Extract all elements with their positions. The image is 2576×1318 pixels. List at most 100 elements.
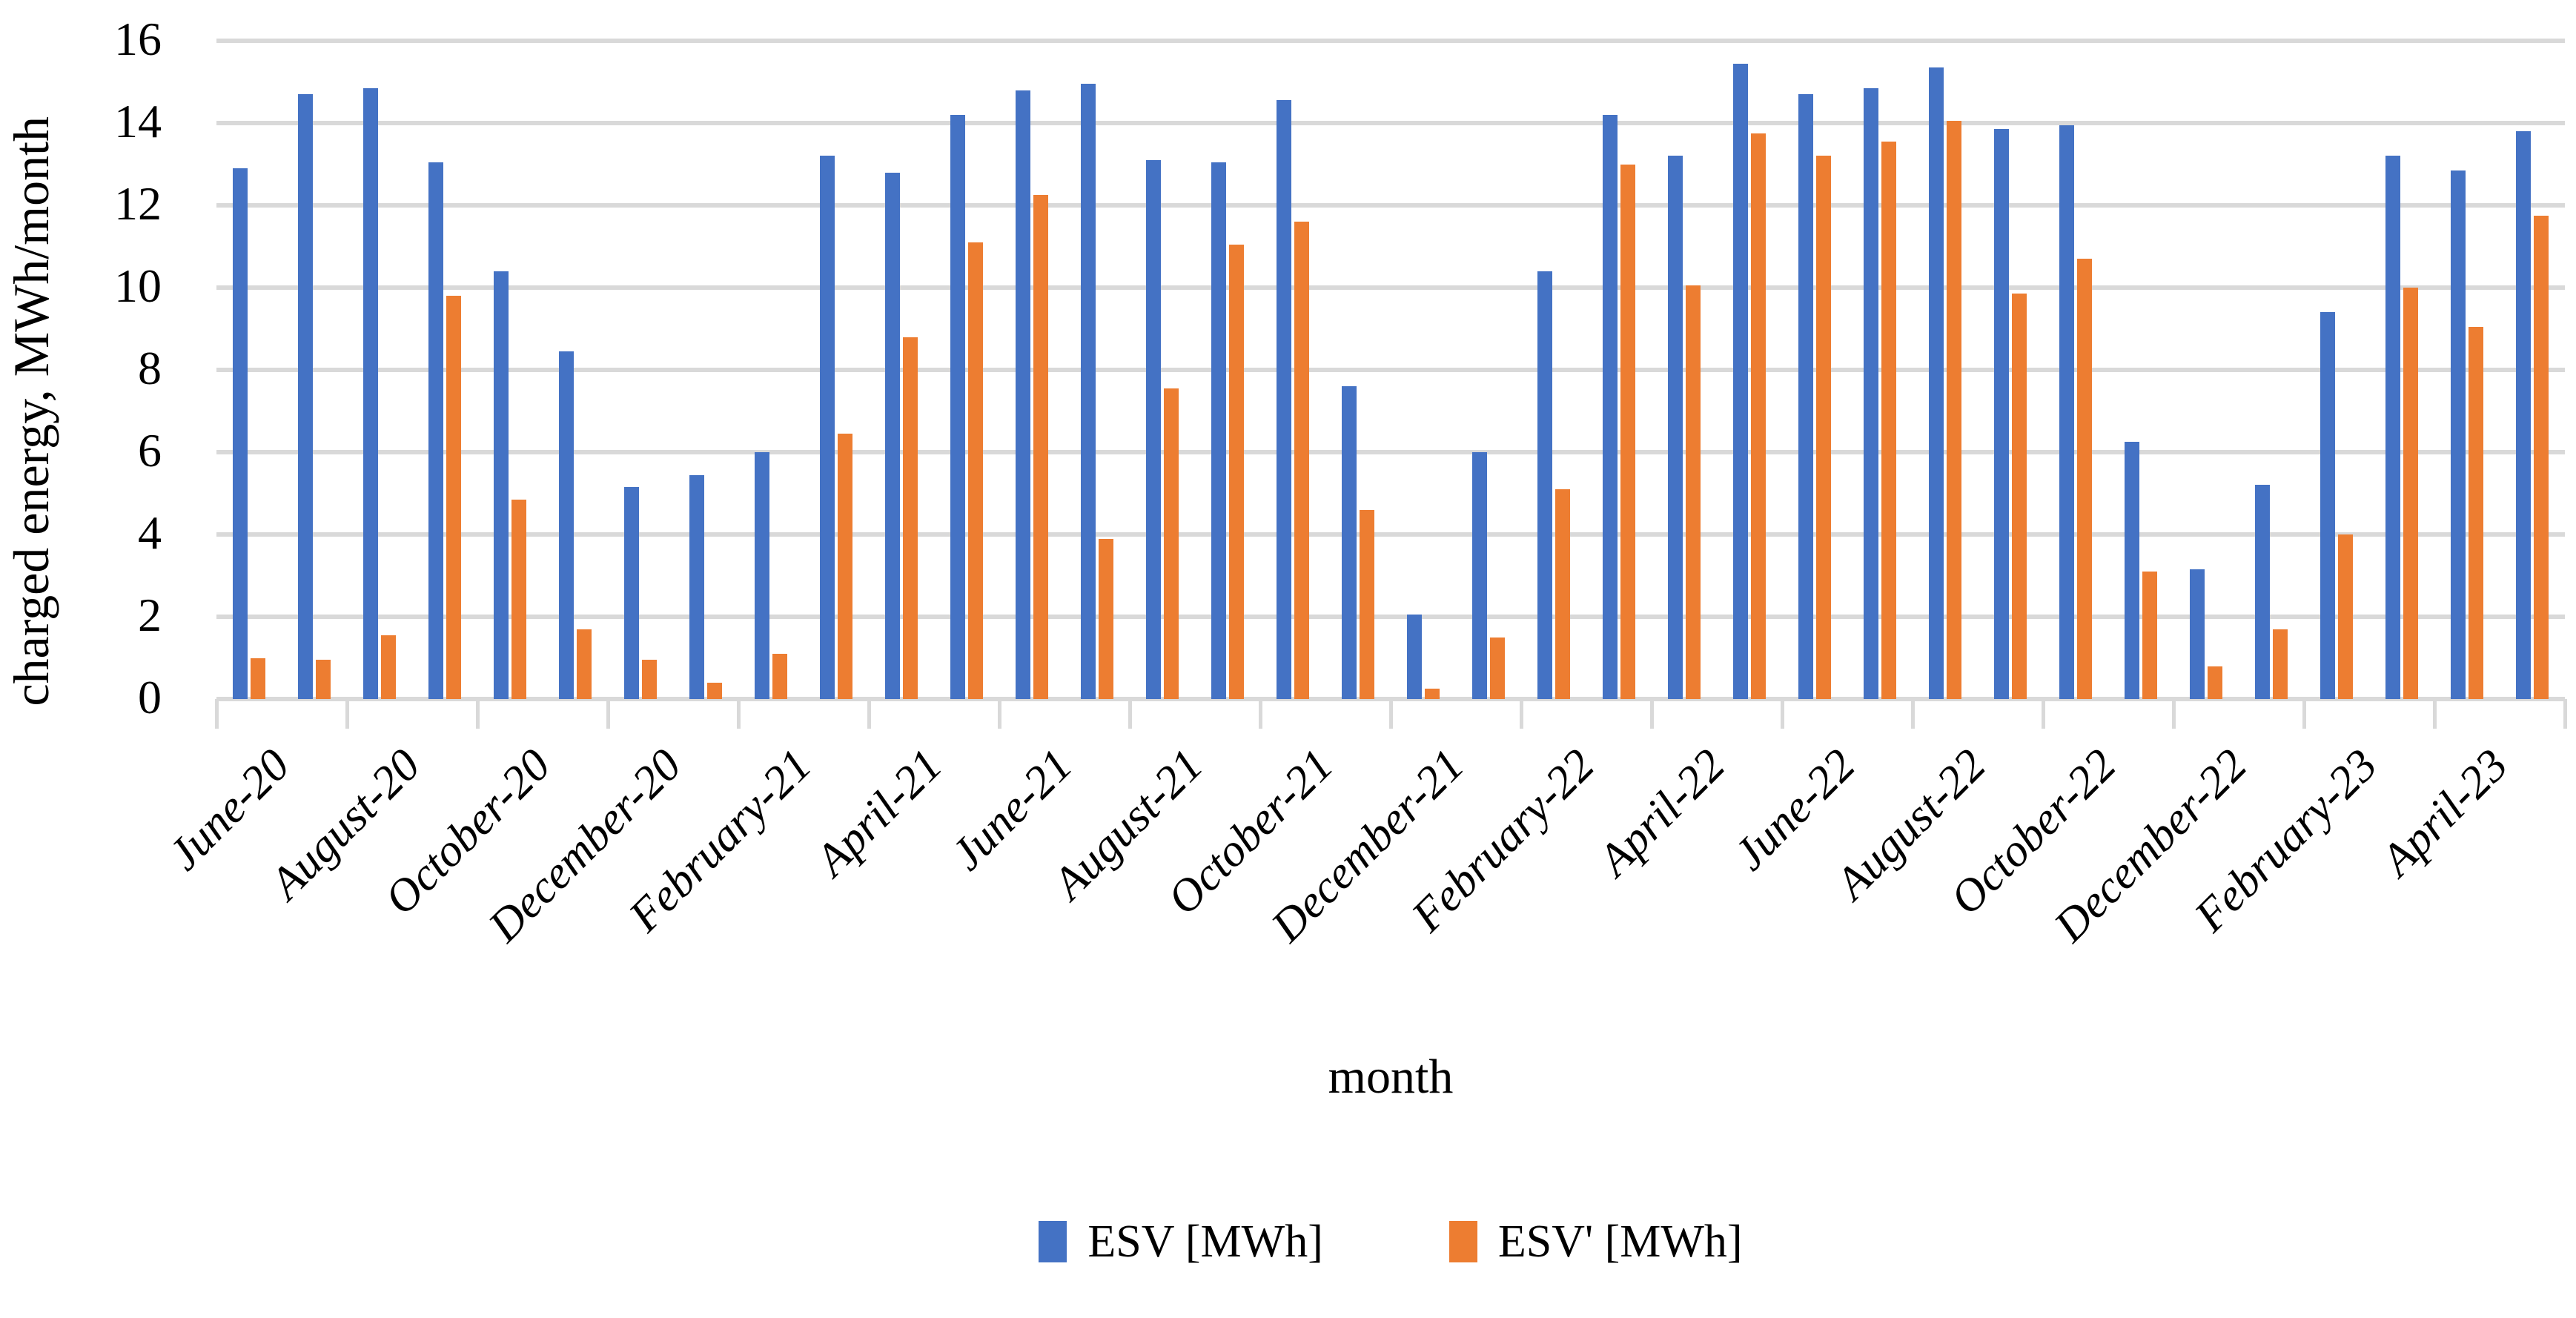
bar-esv-prime-September-22 — [2012, 294, 2027, 699]
bar-esv-May-21 — [950, 114, 965, 699]
bar-esv-September-20 — [428, 162, 443, 699]
legend-item-esv-prime: ESV' [MWh] — [1448, 1216, 1743, 1267]
x-axis-tick — [1520, 699, 1523, 729]
x-axis-tick — [606, 699, 610, 729]
bar-esv-January-23 — [2255, 485, 2270, 699]
x-axis-tick — [345, 699, 349, 729]
bar-esv-prime-December-21 — [1425, 689, 1440, 699]
bar-esv-prime-March-23 — [2403, 288, 2418, 699]
bar-esv-prime-June-22 — [1816, 156, 1831, 699]
y-tick-label-4: 4 — [138, 506, 162, 559]
bar-esv-prime-February-21 — [772, 653, 787, 699]
bar-esv-October-22 — [2059, 125, 2074, 699]
x-axis-tick — [1128, 699, 1132, 729]
x-axis-tick — [1259, 699, 1262, 729]
x-axis-tick — [476, 699, 480, 729]
x-axis-tick — [737, 699, 741, 729]
x-axis-tick — [1911, 699, 1915, 729]
legend-label-esv: ESV [MWh] — [1087, 1216, 1323, 1267]
gridline-14 — [216, 121, 2565, 125]
bar-esv-prime-August-21 — [1164, 388, 1179, 699]
gridline-2 — [216, 615, 2565, 619]
bar-esv-prime-September-20 — [446, 296, 461, 699]
bar-esv-prime-May-21 — [968, 242, 983, 699]
bar-esv-prime-October-20 — [511, 499, 526, 699]
bar-esv-July-21 — [1081, 84, 1096, 699]
gridline-16 — [216, 39, 2565, 43]
bar-esv-prime-September-21 — [1229, 244, 1244, 699]
x-tick-label-April-23: April-23 — [2371, 739, 2517, 886]
y-tick-label-16: 16 — [114, 13, 162, 65]
bar-esv-December-20 — [624, 487, 639, 699]
y-tick-label-14: 14 — [114, 95, 162, 148]
legend: ESV [MWh] ESV' [MWh] — [216, 1208, 2565, 1275]
bar-esv-prime-July-21 — [1099, 538, 1113, 699]
bar-esv-prime-June-20 — [251, 658, 265, 699]
bar-esv-February-23 — [2320, 312, 2335, 699]
y-tick-label-6: 6 — [138, 424, 162, 477]
bar-esv-March-22 — [1603, 114, 1618, 699]
y-tick-label-8: 8 — [138, 342, 162, 394]
bar-esv-prime-December-20 — [642, 660, 657, 699]
legend-label-esv-prime: ESV' [MWh] — [1497, 1216, 1743, 1267]
x-axis-tick — [1389, 699, 1393, 729]
bar-esv-July-22 — [1864, 87, 1878, 699]
x-axis-tick — [1781, 699, 1784, 729]
y-tick-label-10: 10 — [114, 259, 162, 312]
bar-esv-prime-March-21 — [838, 434, 852, 699]
bar-esv-August-22 — [1929, 67, 1944, 699]
bar-esv-May-23 — [2516, 131, 2531, 699]
bar-esv-November-20 — [559, 351, 574, 699]
bar-esv-June-21 — [1016, 90, 1030, 699]
bar-esv-April-23 — [2451, 170, 2466, 699]
y-axis-title-text: charged energy, MWh/month — [2, 116, 59, 706]
bar-esv-October-20 — [494, 271, 509, 699]
bar-esv-December-22 — [2190, 569, 2205, 699]
legend-swatch-esv-prime — [1448, 1221, 1477, 1262]
x-axis-title: month — [1328, 1050, 1454, 1104]
bar-esv-September-22 — [1994, 129, 2009, 699]
bar-esv-prime-April-23 — [2469, 326, 2483, 699]
bar-esv-prime-November-20 — [577, 629, 592, 699]
bar-esv-December-21 — [1407, 615, 1422, 699]
x-axis-tick — [998, 699, 1001, 729]
bar-esv-November-22 — [2125, 442, 2139, 699]
bar-esv-prime-June-21 — [1033, 195, 1048, 699]
legend-swatch-esv — [1039, 1221, 1067, 1262]
x-axis-tick — [2302, 699, 2306, 729]
bar-esv-prime-January-23 — [2273, 629, 2288, 699]
gridline-12 — [216, 203, 2565, 208]
gridline-8 — [216, 368, 2565, 372]
gridline-6 — [216, 450, 2565, 454]
bar-esv-prime-October-21 — [1294, 222, 1309, 699]
bar-esv-prime-July-22 — [1881, 141, 1896, 699]
x-tick-label-April-21: April-21 — [806, 739, 952, 886]
bar-esv-prime-February-22 — [1555, 489, 1570, 699]
bar-esv-prime-January-21 — [707, 682, 722, 699]
bar-esv-June-20 — [233, 168, 248, 699]
bar-esv-prime-December-22 — [2208, 666, 2222, 699]
bar-esv-August-20 — [363, 87, 378, 699]
bar-esv-prime-May-22 — [1751, 133, 1766, 699]
bar-esv-prime-August-22 — [1947, 121, 1961, 699]
bar-esv-prime-November-21 — [1360, 509, 1374, 699]
x-axis-tick — [2563, 699, 2567, 729]
bar-esv-prime-August-20 — [381, 635, 396, 699]
bar-esv-March-23 — [2385, 156, 2400, 699]
x-axis-tick — [215, 699, 219, 729]
bar-esv-prime-January-22 — [1490, 637, 1505, 699]
bar-esv-prime-May-23 — [2534, 215, 2549, 699]
bar-esv-January-22 — [1472, 452, 1487, 699]
x-axis-tick — [867, 699, 871, 729]
bar-esv-prime-October-22 — [2077, 259, 2092, 699]
x-tick-label-April-22: April-22 — [1589, 739, 1735, 886]
bar-esv-July-20 — [298, 94, 313, 699]
legend-item-esv: ESV [MWh] — [1039, 1216, 1323, 1267]
bar-esv-prime-February-23 — [2338, 534, 2353, 699]
bar-esv-April-22 — [1668, 156, 1683, 699]
gridline-10 — [216, 285, 2565, 290]
y-tick-label-12: 12 — [114, 177, 162, 230]
bar-esv-October-21 — [1277, 100, 1291, 699]
x-axis-tick — [2433, 699, 2437, 729]
